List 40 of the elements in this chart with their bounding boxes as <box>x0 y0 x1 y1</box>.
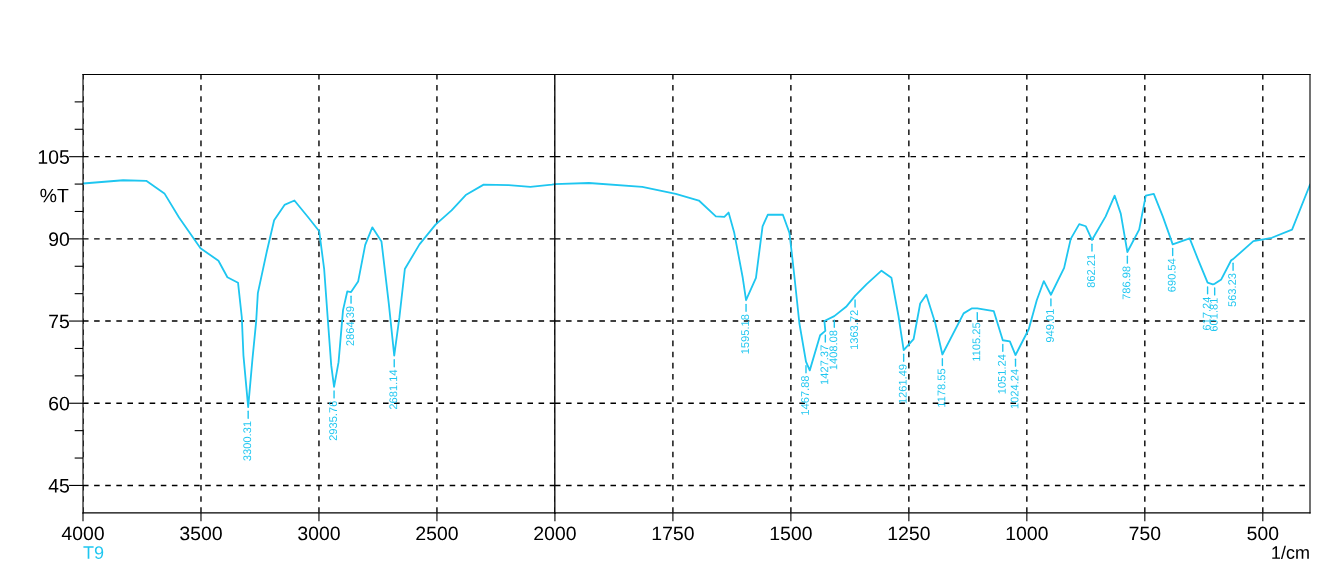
annotation: 2681.14 <box>389 369 398 410</box>
annotation: 617.24 <box>1202 296 1211 331</box>
x-axis-title: 1/cm <box>1272 545 1309 559</box>
x-tick-label: 750 <box>1129 526 1161 541</box>
annotation: 1105.25 <box>972 322 981 361</box>
y-tick-label: 75 <box>49 314 69 329</box>
y-tick-label: 105 <box>38 150 69 164</box>
x-tick-label: 500 <box>1247 526 1279 541</box>
annotation: 563.23 <box>1228 273 1237 307</box>
y-tick-label: 90 <box>49 232 70 247</box>
annotation: 1261.49 <box>898 364 907 404</box>
x-tick-label: 2000 <box>534 526 576 541</box>
annotation: 2864.39 <box>346 306 355 346</box>
annotation: 2935.76 <box>329 401 338 441</box>
annotation: 1408.08 <box>829 330 838 370</box>
annotation: 1051.24 <box>997 354 1006 394</box>
annotation: 1595.18 <box>741 314 750 354</box>
annotation: 1178.55 <box>937 368 946 407</box>
annotation: 601.81 <box>1209 298 1218 332</box>
x-tick-label: 1750 <box>652 526 694 541</box>
y-tick-label: 45 <box>48 479 69 493</box>
x-tick-label: 3500 <box>180 526 222 541</box>
annotation: 786.98 <box>1122 266 1131 300</box>
annotation: 949.01 <box>1046 309 1054 343</box>
annotation: 1427.37 <box>820 345 829 385</box>
x-tick-label: 1500 <box>770 526 812 541</box>
annotation: 1024.24 <box>1010 369 1019 409</box>
x-tick-label: 2500 <box>416 526 458 541</box>
x-tick-label: 1000 <box>1006 526 1048 541</box>
y-axis-title: %T <box>40 188 69 203</box>
annotation: 1467.88 <box>801 375 809 415</box>
text: T9 <box>83 546 104 559</box>
y-tick-label: 60 <box>49 396 70 411</box>
x-tick-label: 4000 <box>61 526 104 541</box>
annotation: 1363.72 <box>850 310 859 350</box>
annotation: 862.21 <box>1087 254 1095 288</box>
x-tick-label: 3000 <box>298 526 340 541</box>
x-tick-label: 1250 <box>888 526 930 541</box>
annotation: 3300.31 <box>243 421 252 461</box>
annotation: 690.54 <box>1167 258 1176 292</box>
